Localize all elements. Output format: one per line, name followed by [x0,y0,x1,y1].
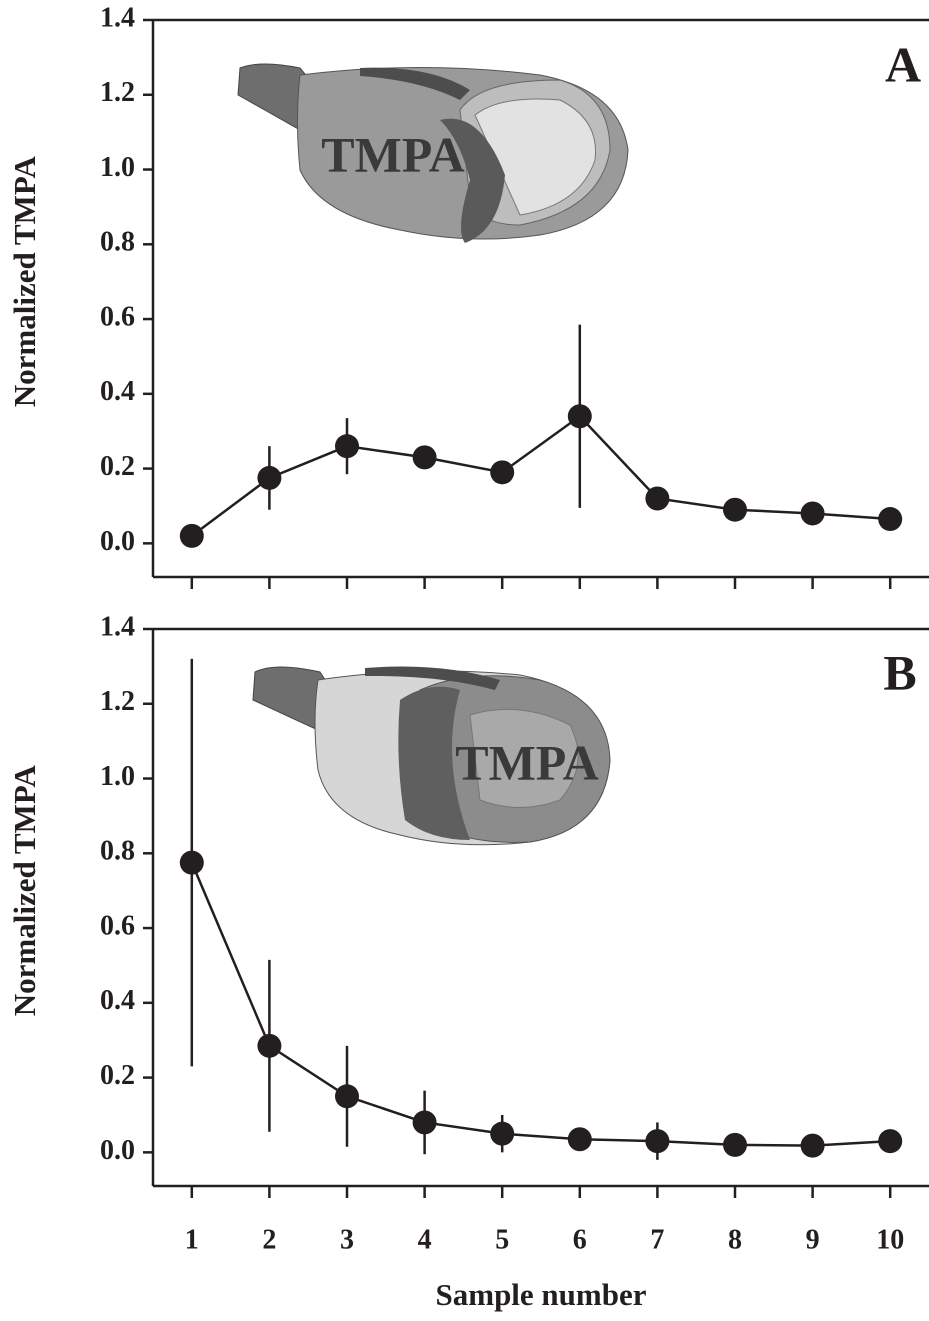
data-point [723,1132,747,1157]
x-tick-label: 10 [876,1224,904,1255]
y-tick-label: 0.4 [100,376,135,407]
y-tick-label: 0.2 [100,1060,135,1091]
data-point [645,1129,670,1154]
x-tick-label: 6 [573,1224,587,1255]
y-tick-label: 1.2 [100,77,135,108]
y-tick-label: 1.0 [100,152,135,183]
series-line [190,862,891,1147]
y-tick-label: 0.0 [100,526,135,557]
x-tick-label: 1 [185,1224,199,1255]
data-point [335,1084,359,1109]
data-point [412,1110,437,1135]
y-tick-label: 0.4 [100,985,135,1016]
panel-label: B [883,644,916,700]
x-tick-label: 7 [650,1224,664,1255]
panel-label: A [885,36,921,92]
x-tick-label: 3 [340,1224,354,1255]
y-tick-label: 1.2 [100,686,135,717]
y-tick-label: 0.6 [100,301,135,332]
x-tick-label: 5 [495,1224,509,1255]
data-point [723,497,747,522]
x-axis-label: Sample number [436,1277,647,1312]
y-tick-label: 0.6 [100,910,135,941]
series-line [191,414,891,537]
illustration-label: TMPA [321,126,464,182]
illustration: TMPA [237,63,629,243]
data-point [257,465,282,490]
data-point [567,404,592,429]
y-axis-label: Normalized TMPA [7,765,42,1017]
data-point [335,434,359,459]
y-tick-label: 1.0 [100,761,135,792]
data-point [490,1121,515,1146]
x-tick-label: 2 [262,1224,276,1255]
data-point [878,507,903,532]
y-axis-label: Normalized TMPA [7,156,42,408]
y-tick-label: 0.8 [100,836,135,867]
data-point [490,460,515,485]
data-point [412,445,437,470]
y-tick-label: 0.2 [100,451,135,482]
illustration: TMPA [252,666,611,846]
data-point [179,523,204,548]
illustration-label: TMPA [455,734,598,790]
data-point [567,1127,592,1152]
data-point [878,1129,903,1154]
y-tick-label: 0.0 [100,1135,135,1166]
x-tick-label: 8 [728,1224,742,1255]
y-tick-label: 0.8 [100,227,135,258]
data-point [800,1133,825,1158]
y-tick-label: 1.4 [100,2,135,33]
data-point [257,1033,282,1058]
x-tick-label: 4 [418,1224,432,1255]
data-point [645,486,670,511]
y-tick-label: 1.4 [100,611,135,642]
data-point [179,850,204,875]
data-point [800,501,825,526]
x-tick-label: 9 [806,1224,820,1255]
